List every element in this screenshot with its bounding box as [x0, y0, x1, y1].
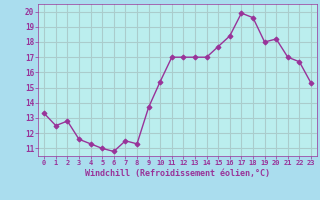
X-axis label: Windchill (Refroidissement éolien,°C): Windchill (Refroidissement éolien,°C) [85, 169, 270, 178]
